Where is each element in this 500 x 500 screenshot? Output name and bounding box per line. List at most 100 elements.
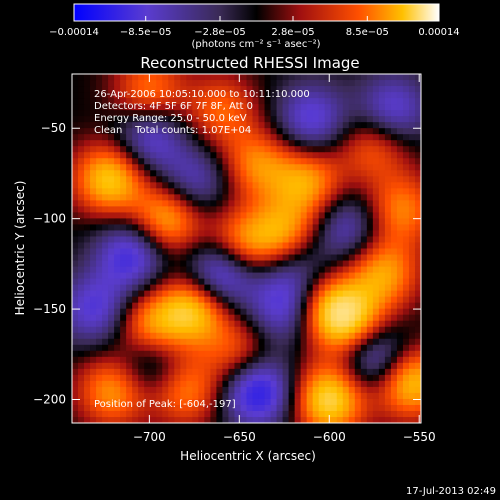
heatmap-cell xyxy=(222,302,229,310)
heatmap-cell xyxy=(366,134,374,141)
heatmap-cell xyxy=(108,398,115,406)
heatmap-cell xyxy=(114,338,121,346)
heatmap-cell xyxy=(102,374,109,382)
heatmap-cell xyxy=(120,320,127,328)
heatmap-cell xyxy=(126,98,133,105)
heatmap-cell xyxy=(252,302,259,310)
heatmap-cell xyxy=(72,86,79,93)
heatmap-cell xyxy=(78,134,85,141)
heatmap-cell xyxy=(102,278,109,286)
heatmap-cell xyxy=(96,206,103,213)
heatmap-cell xyxy=(192,410,199,418)
heatmap-cell xyxy=(354,122,362,129)
heatmap-cell xyxy=(120,308,127,316)
heatmap-cell xyxy=(288,98,296,105)
heatmap-cell xyxy=(156,308,163,316)
heatmap-cell xyxy=(348,218,356,225)
heatmap-cell xyxy=(228,380,235,388)
heatmap-cell xyxy=(234,344,241,352)
heatmap-cell xyxy=(342,200,350,207)
heatmap-cell xyxy=(294,218,302,225)
heatmap-cell xyxy=(120,74,127,81)
heatmap-cell xyxy=(264,128,271,135)
heatmap-cell xyxy=(324,86,332,93)
heatmap-cell xyxy=(372,248,380,255)
heatmap-cell xyxy=(264,182,271,189)
heatmap-cell xyxy=(258,332,265,340)
heatmap-cell xyxy=(258,380,265,388)
heatmap-cell xyxy=(378,110,386,117)
heatmap-cell xyxy=(276,104,284,111)
heatmap-cell xyxy=(186,134,193,141)
heatmap-cell xyxy=(114,320,121,328)
heatmap-cell xyxy=(348,146,356,153)
heatmap-cell xyxy=(90,296,97,304)
heatmap-cell xyxy=(264,344,271,352)
heatmap-cell xyxy=(270,290,277,298)
heatmap-cell xyxy=(174,410,181,418)
heatmap-cell xyxy=(258,314,265,322)
heatmap-cell xyxy=(354,350,362,358)
heatmap-cell xyxy=(144,122,151,129)
heatmap-cell xyxy=(378,338,386,346)
heatmap-cell xyxy=(228,128,235,135)
heatmap-cell xyxy=(396,116,404,123)
heatmap-cell xyxy=(252,386,259,394)
heatmap-cell xyxy=(180,248,187,255)
heatmap-cell xyxy=(402,266,410,273)
heatmap-cell xyxy=(162,164,169,171)
heatmap-cell xyxy=(408,164,416,171)
heatmap-cell xyxy=(222,308,229,316)
heatmap-cell xyxy=(276,158,284,165)
heatmap-cell xyxy=(324,338,332,346)
heatmap-cell xyxy=(342,308,350,316)
heatmap-cell xyxy=(252,158,259,165)
heatmap-cell xyxy=(162,134,169,141)
heatmap-cell xyxy=(78,200,85,207)
heatmap-cell xyxy=(174,200,181,207)
heatmap-cell xyxy=(126,230,133,237)
heatmap-cell xyxy=(210,152,217,159)
heatmap-cell xyxy=(84,152,91,159)
heatmap-cell xyxy=(186,368,193,376)
heatmap-cell xyxy=(414,110,421,117)
heatmap-cell xyxy=(378,296,386,304)
heatmap-cell xyxy=(90,290,97,298)
heatmap-cell xyxy=(168,386,175,394)
heatmap-cell xyxy=(318,368,326,376)
heatmap-cell xyxy=(306,284,314,292)
heatmap-cell xyxy=(366,218,374,225)
heatmap-cell xyxy=(294,140,302,147)
heatmap-cell xyxy=(180,164,187,171)
heatmap-cell xyxy=(390,164,398,171)
heatmap-cell xyxy=(354,392,362,400)
heatmap-cell xyxy=(228,416,235,423)
heatmap-cell xyxy=(252,98,259,105)
heatmap-cell xyxy=(258,86,265,93)
heatmap-cell xyxy=(336,80,344,87)
heatmap-cell xyxy=(144,158,151,165)
heatmap-cell xyxy=(216,188,223,195)
heatmap-cell xyxy=(126,224,133,231)
heatmap-cell xyxy=(270,122,277,129)
heatmap-cell xyxy=(312,182,320,189)
heatmap-cell xyxy=(234,218,241,225)
heatmap-cell xyxy=(384,218,392,225)
heatmap-cell xyxy=(216,344,223,352)
heatmap-cell xyxy=(210,92,217,99)
heatmap-cell xyxy=(132,110,139,117)
heatmap-cell xyxy=(246,92,253,99)
heatmap-cell xyxy=(120,134,127,141)
heatmap-cell xyxy=(78,356,85,364)
heatmap-cell xyxy=(186,314,193,322)
heatmap-cell xyxy=(396,236,404,243)
heatmap-cell xyxy=(264,188,271,195)
heatmap-cell xyxy=(192,320,199,328)
heatmap-cell xyxy=(222,284,229,292)
heatmap-cell xyxy=(264,110,271,117)
heatmap-cell xyxy=(150,404,157,412)
heatmap-cell xyxy=(360,164,368,171)
heatmap-cell xyxy=(312,416,320,423)
heatmap-cell xyxy=(228,260,235,267)
heatmap-cell xyxy=(252,248,259,255)
